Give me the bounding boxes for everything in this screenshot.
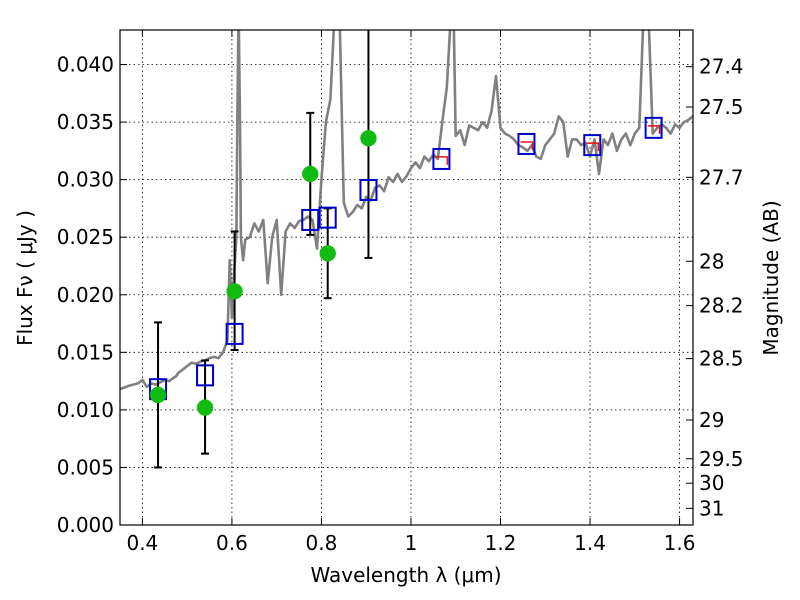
y2-tick-label: 28 [699,249,724,273]
y-tick-label: 0.035 [57,110,114,134]
x-tick-label: 1.6 [664,531,696,555]
x-axis-title: Wavelength λ (μm) [310,563,501,587]
y-tick-label: 0.015 [57,340,114,364]
filter-spectrum-segment [647,125,661,134]
spectrum-line [120,30,693,391]
y-axis-title: Flux Fν ( μJy ) [13,210,37,346]
x-tick-label: 1.2 [485,531,517,555]
model-photometry-square [644,116,663,139]
y2-tick-label: 31 [699,496,724,520]
y-tick-label: 0.030 [57,168,114,192]
y2-tick-label: 28.5 [699,347,744,371]
photometry-marks [149,30,663,469]
y2-tick-label: 30 [699,471,724,495]
observed-photometry-point [360,129,377,147]
y-tick-label: 0.020 [57,283,114,307]
x-tick-label: 0.4 [126,531,158,555]
y2-tick-label: 27.7 [699,165,744,189]
x-tick-label: 1 [405,531,418,555]
spectrum-line-group [120,30,693,391]
y2-tick-label: 29.5 [699,447,744,471]
y2-tick-label: 27.5 [699,95,744,119]
y-tick-label: 0.010 [57,398,114,422]
x-tick-label: 0.6 [216,531,248,555]
model-photometry-square [301,208,320,231]
model-photometry-square [318,206,337,229]
model-photometry-square [432,147,451,170]
filter-spectrum-segment [435,156,449,165]
observed-photometry-point [302,165,319,183]
plot-frame [119,29,694,526]
observed-photometry-point [196,399,214,416]
filter-spectrum-segment [586,142,600,152]
plot-area [120,30,693,525]
model-photometry-square [225,322,244,345]
observed-photometry-point [319,245,336,262]
axes: 0.4 0.6 0.8 1 1.2 1.4 1.6 0.000 0.005 0.010 0.015 0… [57,30,744,555]
y2-tick-label: 28.2 [699,294,744,318]
y-tick-label: 0.040 [57,53,114,77]
y2-tick-label: 29 [699,408,724,432]
observed-photometry-point [149,386,167,404]
y2-axis-title: Magnitude (AB) [759,200,783,355]
x-tick-label: 0.8 [306,531,338,555]
y-tick-label: 0.000 [57,513,114,537]
y2-tick-label: 27.4 [699,55,744,79]
y-tick-label: 0.025 [57,225,114,249]
model-photometry-square [517,132,536,155]
model-photometry-square [583,134,602,157]
observed-photometry-point [226,283,243,300]
filter-spectrum-segment [520,141,534,150]
x-tick-label: 1.4 [574,531,606,555]
model-photometry-square [359,179,378,202]
model-photometry-square [196,364,215,387]
y-tick-label: 0.005 [57,455,114,479]
